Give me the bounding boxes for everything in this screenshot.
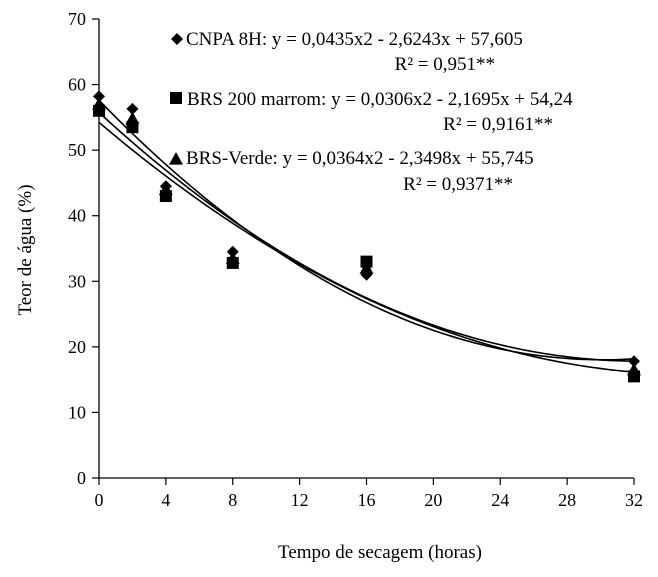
x-axis-label: Tempo de secagem (horas) xyxy=(278,542,482,563)
y-tick-label: 0 xyxy=(77,468,86,488)
x-tick-label: 20 xyxy=(424,490,442,510)
y-tick-label: 10 xyxy=(68,402,86,422)
legend-marker xyxy=(171,33,183,45)
x-tick-label: 16 xyxy=(358,490,376,510)
y-axis-label: Teor de água (%) xyxy=(15,184,36,315)
r-squared-label: R² = 0,9161** xyxy=(443,114,553,135)
y-tick-label: 40 xyxy=(68,206,86,226)
data-point xyxy=(627,362,641,376)
data-point xyxy=(628,355,640,368)
x-tick-label: 12 xyxy=(291,490,309,510)
data-point xyxy=(126,102,139,115)
data-point xyxy=(158,182,173,196)
legend: CNPA 8H: y = 0,0435x2 - 2,6243x + 57,605… xyxy=(169,29,573,195)
data-point xyxy=(93,90,105,103)
x-tick-label: 8 xyxy=(228,490,237,510)
x-tick-label: 0 xyxy=(95,490,104,510)
data-point xyxy=(92,97,106,110)
y-tick-label: 60 xyxy=(68,75,86,95)
legend-marker xyxy=(169,152,183,165)
data-point xyxy=(125,111,140,125)
data-point xyxy=(225,251,240,264)
data-points xyxy=(92,90,641,383)
y-tick-label: 20 xyxy=(68,337,86,357)
legend-label: BRS 200 marrom: y = 0,0306x2 - 2,1695x +… xyxy=(187,89,573,110)
x-tick-label: 28 xyxy=(558,490,576,510)
y-tick-label: 70 xyxy=(68,9,86,29)
r-squared-label: R² = 0,9371** xyxy=(403,174,513,195)
legend-label: BRS-Verde: y = 0,0364x2 - 2,3498x + 55,7… xyxy=(186,148,534,169)
trend-lines xyxy=(98,99,635,373)
r-squared-label: R² = 0,951** xyxy=(395,54,495,75)
data-point xyxy=(359,261,374,274)
x-tick-label: 32 xyxy=(625,490,643,510)
y-tick-label: 50 xyxy=(68,140,86,160)
y-tick-label: 30 xyxy=(68,271,86,291)
trend-line xyxy=(98,111,635,362)
x-tick-label: 4 xyxy=(161,490,170,510)
axes: 0 10 20 30 40 50 60 70 0 4 8 12 16 20 24 28 32 xyxy=(68,9,643,510)
legend-marker xyxy=(170,92,182,104)
legend-label: CNPA 8H: y = 0,0435x2 - 2,6243x + 57,605 xyxy=(186,29,523,50)
x-tick-label: 24 xyxy=(491,490,509,510)
trend-line xyxy=(98,99,635,361)
